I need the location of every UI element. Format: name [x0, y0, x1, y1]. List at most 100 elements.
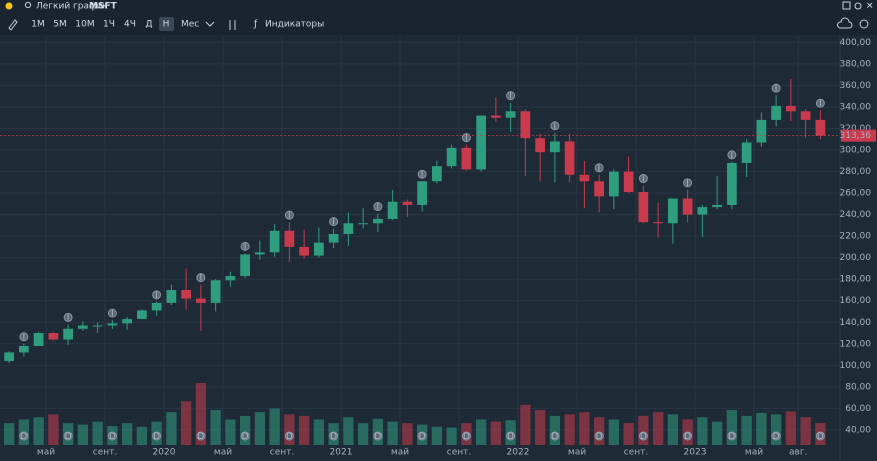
- earnings-marker: [506, 91, 516, 101]
- earnings-label: I: [332, 218, 335, 228]
- dividend-label: D: [286, 432, 293, 442]
- x-tick-label: сент.: [447, 448, 471, 458]
- volume-bar: [33, 417, 44, 445]
- volume-bar: [490, 421, 502, 445]
- interval-button[interactable]: 1Ч: [103, 20, 115, 30]
- dividend-label: D: [65, 432, 72, 442]
- volume-bar: [534, 409, 546, 445]
- y-tick-label: 120,00: [840, 339, 872, 349]
- y-tick-label: 320,00: [840, 124, 872, 134]
- x-tick-label: май: [214, 448, 232, 458]
- candle-body: [196, 298, 206, 303]
- candle-body: [505, 111, 516, 118]
- candle-body: [564, 141, 575, 175]
- last-price-label: 313,36: [840, 131, 872, 141]
- earnings-marker: [152, 290, 162, 300]
- dividend-marker: [727, 431, 737, 441]
- volume-bar: [741, 415, 752, 445]
- earnings-label: I: [23, 333, 26, 343]
- dividend-label: D: [507, 432, 514, 442]
- close-icon[interactable]: ✕: [866, 2, 874, 12]
- window-icon[interactable]: [842, 1, 851, 10]
- volume-bar: [77, 424, 89, 445]
- candle-body: [623, 171, 634, 193]
- indicators[interactable]: Индикаторы: [265, 20, 324, 30]
- volume-bar: [608, 419, 620, 445]
- interval-button[interactable]: 10М: [75, 20, 94, 30]
- x-tick-label: сент.: [624, 448, 648, 458]
- earnings-marker: [240, 241, 250, 251]
- earnings-label: I: [421, 170, 424, 180]
- earnings-marker: [329, 217, 339, 227]
- volume-bar: [269, 408, 280, 445]
- symbol[interactable]: MSFT: [89, 2, 118, 12]
- earnings-marker: [638, 174, 648, 184]
- volume-bar: [770, 414, 782, 445]
- volume-bar: [549, 415, 561, 445]
- candle-body: [240, 254, 250, 276]
- volume-bar: [756, 412, 767, 445]
- dividend-marker: [196, 431, 206, 441]
- candle-body: [417, 181, 427, 205]
- earnings-label: I: [200, 274, 203, 284]
- y-tick-label: 100,00: [840, 361, 872, 371]
- interval-button[interactable]: Н: [163, 20, 170, 30]
- x-tick-label: авг.: [789, 448, 807, 458]
- candle-body: [520, 111, 531, 139]
- candle-body: [653, 222, 663, 224]
- earnings-label: I: [465, 134, 468, 144]
- dividend-label: D: [684, 432, 691, 442]
- candle-body: [387, 201, 398, 219]
- active-interval: [159, 17, 174, 31]
- x-tick-label: май: [37, 448, 55, 458]
- camera-icon[interactable]: [859, 19, 869, 29]
- dividend-label: D: [551, 432, 558, 442]
- app-title: Легкий график: [36, 2, 109, 12]
- dropdown-icon[interactable]: [205, 21, 215, 27]
- cloud-icon[interactable]: [836, 17, 853, 29]
- interval-button[interactable]: 1М: [31, 20, 45, 30]
- volume-bar: [579, 412, 590, 445]
- candle-body: [682, 198, 693, 215]
- dividend-marker: [373, 431, 383, 441]
- earnings-marker: [196, 273, 206, 283]
- volume-bar: [121, 423, 133, 445]
- volume-bar: [697, 417, 708, 445]
- interval-button[interactable]: 5М: [53, 20, 67, 30]
- earnings-marker: [417, 169, 427, 179]
- indicators-icon[interactable]: ƒ: [253, 20, 258, 30]
- earnings-marker: [771, 83, 781, 93]
- candle-body: [107, 323, 118, 326]
- search-icon[interactable]: [24, 1, 32, 9]
- volume-bar: [652, 412, 664, 445]
- dividend-marker: [19, 431, 29, 441]
- interval-button[interactable]: 4Ч: [124, 20, 136, 30]
- dividend-marker: [329, 431, 339, 441]
- last-price-box: [841, 129, 876, 142]
- earnings-marker: [107, 308, 117, 318]
- dividend-label: D: [817, 432, 824, 442]
- chart-type-icon[interactable]: [229, 20, 236, 30]
- candle-body: [343, 223, 354, 235]
- interval-button[interactable]: Д: [145, 20, 152, 30]
- x-tick-label: сент.: [270, 448, 294, 458]
- volume-bar: [402, 423, 413, 445]
- y-tick-label: 400,00: [840, 38, 872, 48]
- earnings-label: I: [819, 99, 822, 109]
- dividend-marker: [152, 431, 162, 441]
- interval-button[interactable]: Мес: [181, 20, 199, 30]
- x-tick-label: май: [391, 448, 409, 458]
- earnings-label: I: [155, 291, 158, 301]
- x-tick-label: 2022: [507, 448, 530, 458]
- dividend-marker: [594, 431, 604, 441]
- earnings-marker: [815, 98, 825, 108]
- earnings-label: I: [642, 175, 645, 185]
- candle-body: [461, 147, 472, 170]
- dividend-label: D: [109, 432, 116, 442]
- candle-body: [800, 111, 811, 120]
- candle-body: [476, 115, 486, 170]
- draw-icon[interactable]: [8, 19, 18, 31]
- dividend-label: D: [330, 432, 337, 442]
- settings-icon[interactable]: [854, 2, 862, 10]
- candle-body: [550, 141, 560, 153]
